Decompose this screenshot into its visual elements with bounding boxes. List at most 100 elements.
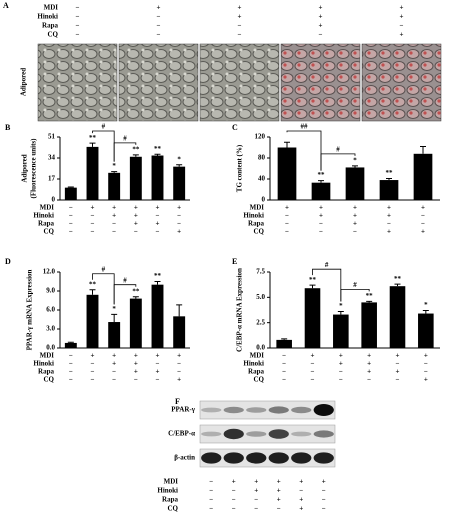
significance: ** <box>132 146 140 154</box>
y-tick-label: 6.0 <box>46 306 55 314</box>
condition-sign: + <box>156 220 160 228</box>
error-bar <box>111 313 118 323</box>
bar <box>276 339 292 348</box>
condition-sign: − <box>282 368 286 376</box>
condition-sign: − <box>322 496 326 504</box>
condition-sign: + <box>353 220 357 228</box>
condition-sign: − <box>254 505 258 513</box>
y-tick-label: 9.0 <box>46 287 55 295</box>
panel-letter: F <box>175 397 180 406</box>
error-bar <box>366 300 373 303</box>
y-tick-label: 7.5 <box>256 268 265 276</box>
bracket <box>113 142 137 162</box>
blot-label: PPAR-γ <box>171 406 195 414</box>
condition-label: Hinoki <box>243 212 264 220</box>
bar <box>345 167 365 200</box>
condition-label: Hinoki <box>157 487 178 495</box>
y-tick-label: 12.0 <box>43 268 56 276</box>
condition-label: MDI <box>40 204 55 212</box>
bracket-label: # <box>123 135 127 143</box>
error-bar <box>132 296 139 299</box>
condition-sign: + <box>367 368 371 376</box>
error-bar <box>386 177 392 181</box>
bracket <box>286 130 322 171</box>
condition-sign: + <box>396 368 400 376</box>
condition-sign: − <box>339 376 343 384</box>
condition-sign: − <box>157 22 161 30</box>
condition-sign: − <box>134 376 138 384</box>
condition-sign: − <box>112 368 116 376</box>
error-bar <box>394 283 401 287</box>
significance: ** <box>366 292 374 300</box>
condition-label: Rapa <box>42 22 58 30</box>
blot-band <box>268 452 289 464</box>
blot-band <box>313 430 334 438</box>
condition-label: MDI <box>40 352 55 360</box>
micrograph <box>37 43 118 122</box>
error-bar <box>352 165 358 168</box>
condition-sign: − <box>209 478 213 486</box>
condition-sign: − <box>285 212 289 220</box>
bar <box>64 342 77 348</box>
condition-sign: + <box>387 212 391 220</box>
condition-sign: + <box>322 478 326 486</box>
condition-sign: + <box>400 4 404 12</box>
condition-sign: − <box>69 360 73 368</box>
y-tick-label: 120 <box>255 133 266 141</box>
significance: * <box>112 162 116 170</box>
condition-sign: + <box>311 352 315 360</box>
y-axis-label: C/EBP-α mRNA Expression <box>236 268 244 352</box>
condition-sign: − <box>339 368 343 376</box>
error-bar <box>111 171 118 173</box>
bracket-label: ## <box>301 123 309 131</box>
condition-sign: + <box>112 360 116 368</box>
bar <box>64 187 77 200</box>
condition-sign: − <box>157 13 161 21</box>
condition-sign: + <box>421 228 425 236</box>
condition-sign: − <box>367 376 371 384</box>
condition-sign: + <box>339 360 343 368</box>
error-bar <box>176 164 183 167</box>
y-tick-label: 2.5 <box>256 318 265 326</box>
condition-sign: − <box>421 220 425 228</box>
condition-sign: + <box>177 204 181 212</box>
condition-sign: + <box>299 496 303 504</box>
error-bar <box>67 341 74 343</box>
condition-sign: − <box>209 505 213 513</box>
bar <box>108 322 121 348</box>
condition-sign: − <box>238 31 242 39</box>
bar <box>129 156 142 200</box>
condition-sign: − <box>319 31 323 39</box>
y-axis-label: (Fluorescence units) <box>30 138 38 199</box>
condition-sign: + <box>134 212 138 220</box>
condition-sign: − <box>76 4 80 12</box>
condition-sign: + <box>177 352 181 360</box>
micrograph <box>280 43 361 122</box>
micrograph <box>361 43 442 122</box>
significance: * <box>112 305 116 313</box>
condition-sign: + <box>299 478 303 486</box>
condition-sign: − <box>157 31 161 39</box>
significance: * <box>177 155 181 163</box>
condition-sign: − <box>396 376 400 384</box>
condition-sign: + <box>156 352 160 360</box>
bar <box>151 155 164 200</box>
bracket <box>320 153 356 171</box>
condition-sign: − <box>209 487 213 495</box>
condition-sign: − <box>156 228 160 236</box>
condition-sign: + <box>319 212 323 220</box>
condition-sign: − <box>322 505 326 513</box>
condition-sign: + <box>254 487 258 495</box>
micrograph <box>199 43 280 122</box>
condition-label: CQ <box>254 376 265 384</box>
condition-label: CQ <box>168 505 179 513</box>
condition-sign: + <box>134 204 138 212</box>
condition-sign: − <box>112 220 116 228</box>
blot-band <box>291 452 312 464</box>
condition-sign: − <box>156 376 160 384</box>
blot-band <box>223 452 244 464</box>
condition-sign: + <box>232 478 236 486</box>
condition-label: CQ <box>44 228 55 236</box>
condition-sign: − <box>285 220 289 228</box>
condition-sign: − <box>91 376 95 384</box>
